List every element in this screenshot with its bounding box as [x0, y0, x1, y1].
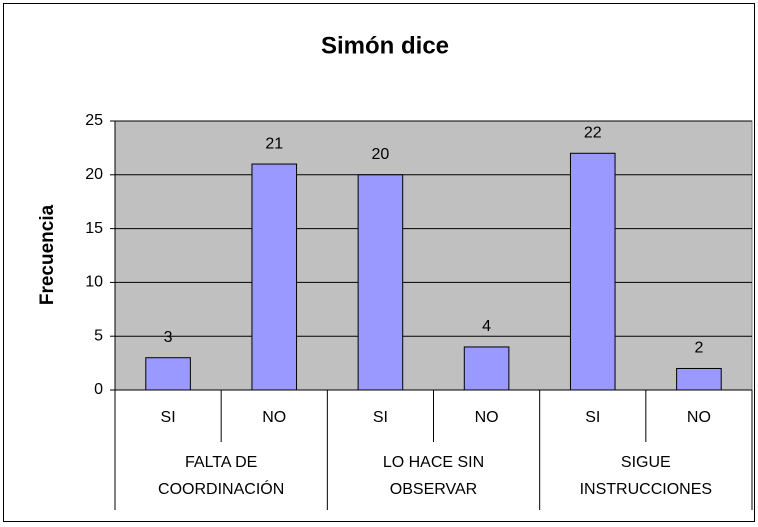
bar — [145, 357, 191, 391]
data-label: 22 — [584, 124, 602, 141]
y-tick-label: 5 — [94, 327, 103, 344]
x-tick-label: NO — [262, 409, 286, 426]
data-label: 2 — [694, 340, 703, 357]
y-tick-label: 25 — [85, 112, 103, 129]
bar — [463, 346, 510, 391]
bar — [676, 367, 722, 391]
x-tick-label: SI — [161, 409, 176, 426]
group-label: SIGUE — [621, 454, 671, 471]
x-tick-label: NO — [475, 409, 499, 426]
data-label: 3 — [164, 329, 173, 346]
data-label: 4 — [482, 318, 491, 335]
group-label: LO HACE SIN — [383, 454, 484, 471]
x-tick-label: SI — [373, 409, 388, 426]
data-label: 21 — [265, 135, 283, 152]
y-axis-title: Frecuencia — [37, 204, 58, 305]
data-label: 20 — [372, 146, 390, 163]
group-label: FALTA DE — [185, 454, 257, 471]
group-label: COORDINACIÓN — [158, 479, 284, 498]
bar — [357, 174, 404, 391]
plot-area — [114, 120, 753, 391]
bar — [569, 152, 616, 391]
y-tick-label: 0 — [94, 381, 103, 398]
group-label: INSTRUCCIONES — [580, 481, 712, 498]
y-tick-label: 20 — [85, 166, 103, 183]
y-tick-label: 10 — [85, 274, 103, 291]
y-tick-label: 15 — [85, 220, 103, 237]
chart-title: Simón dice — [321, 32, 449, 59]
x-tick-label: SI — [585, 409, 600, 426]
bar — [251, 163, 298, 391]
group-label: OBSERVAR — [390, 481, 477, 498]
x-tick-label: NO — [687, 409, 711, 426]
